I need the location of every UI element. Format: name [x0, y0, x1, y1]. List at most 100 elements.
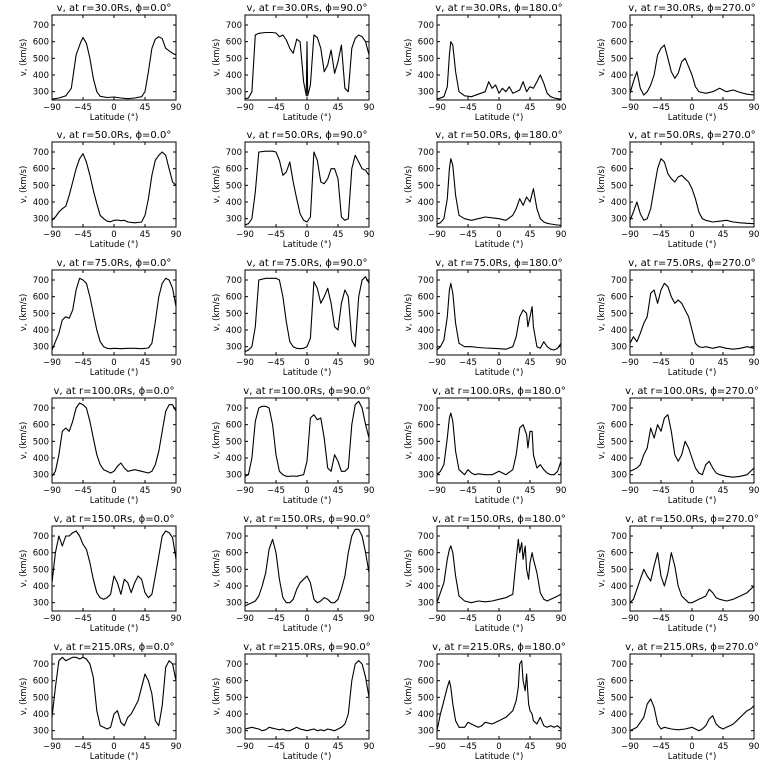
- y-tick-label: 300: [33, 343, 49, 353]
- y-tick-label: 700: [33, 148, 49, 158]
- x-tick-label: −90: [236, 103, 254, 113]
- y-axis-label: v, (km/s): [19, 294, 29, 332]
- x-axis-label: Latitude (°): [668, 624, 717, 634]
- x-tick-label: 90: [556, 742, 567, 752]
- x-tick-label: −45: [459, 358, 477, 368]
- panel-title: v, at r=150.0Rs, ϕ=90.0°: [243, 514, 370, 525]
- panel-title: v, at r=215.0Rs, ϕ=90.0°: [243, 642, 370, 653]
- y-tick-label: 600: [418, 38, 434, 48]
- x-tick-label: 90: [749, 614, 760, 624]
- x-axis-label: Latitude (°): [475, 496, 524, 506]
- y-tick-label: 700: [226, 21, 242, 31]
- y-tick-label: 300: [418, 88, 434, 98]
- x-axis-label: Latitude (°): [475, 368, 524, 378]
- chart-panel: v, at r=50.0Rs, ϕ=270.0° 300 400 500 600 700 −…: [597, 130, 759, 250]
- y-tick-label: 600: [418, 421, 434, 431]
- y-tick-label: 300: [418, 727, 434, 737]
- plot-frame: [51, 397, 177, 484]
- velocity-series-line: [436, 412, 562, 476]
- panel-title: v, at r=50.0Rs, ϕ=0.0°: [57, 130, 172, 141]
- x-tick-label: 45: [333, 230, 344, 240]
- velocity-series-line: [51, 530, 177, 600]
- x-tick-label: 90: [556, 358, 567, 368]
- panel-title: v, at r=215.0Rs, ϕ=0.0°: [53, 642, 174, 653]
- y-tick-label: 500: [611, 565, 627, 575]
- y-axis-label: v, (km/s): [19, 39, 29, 77]
- x-tick-label: 90: [749, 103, 760, 113]
- y-tick-label: 600: [611, 421, 627, 431]
- x-tick-label: 90: [364, 230, 375, 240]
- x-tick-label: 90: [171, 230, 182, 240]
- y-tick-label: 700: [226, 404, 242, 414]
- chart-panel: v, at r=30.0Rs, ϕ=180.0° 300 400 500 600 700 −…: [404, 3, 566, 123]
- x-tick-label: −90: [621, 742, 639, 752]
- plot-frame: [629, 14, 755, 101]
- x-tick-label: −45: [74, 103, 92, 113]
- y-tick-label: 500: [418, 437, 434, 447]
- x-tick-label: −45: [74, 358, 92, 368]
- x-tick-label: −90: [43, 358, 61, 368]
- x-tick-label: −90: [621, 614, 639, 624]
- plot-frame: [51, 141, 177, 228]
- velocity-series-line: [436, 41, 562, 100]
- y-axis-label: v, (km/s): [19, 422, 29, 460]
- panel-title: v, at r=150.0Rs, ϕ=180.0°: [432, 514, 566, 525]
- y-tick-label: 500: [226, 565, 242, 575]
- velocity-series-line: [629, 158, 755, 225]
- x-tick-label: 0: [111, 614, 116, 624]
- plot-frame: [51, 525, 177, 612]
- y-tick-label: 700: [226, 532, 242, 542]
- y-axis-label: v, (km/s): [212, 39, 222, 77]
- velocity-series-line: [436, 282, 562, 351]
- plot-frame: [51, 269, 177, 356]
- x-tick-label: −90: [236, 486, 254, 496]
- x-tick-label: −45: [652, 614, 670, 624]
- y-tick-label: 700: [33, 532, 49, 542]
- x-tick-label: 0: [304, 103, 309, 113]
- y-tick-label: 400: [418, 326, 434, 336]
- y-tick-label: 700: [418, 21, 434, 31]
- y-tick-label: 400: [33, 326, 49, 336]
- y-tick-label: 700: [418, 276, 434, 286]
- x-axis-label: Latitude (°): [668, 496, 717, 506]
- x-tick-label: 0: [496, 358, 501, 368]
- y-tick-label: 300: [418, 215, 434, 225]
- y-axis-label: v, (km/s): [597, 166, 607, 204]
- panel-title: v, at r=150.0Rs, ϕ=0.0°: [53, 514, 174, 525]
- y-tick-label: 400: [33, 582, 49, 592]
- x-tick-label: 90: [171, 742, 182, 752]
- y-tick-label: 500: [611, 54, 627, 64]
- y-tick-label: 300: [226, 343, 242, 353]
- y-tick-label: 400: [33, 454, 49, 464]
- x-tick-label: 90: [171, 614, 182, 624]
- panel-title: v, at r=75.0Rs, ϕ=180.0°: [435, 258, 562, 269]
- x-axis-label: Latitude (°): [90, 113, 139, 123]
- y-tick-label: 600: [611, 677, 627, 687]
- plot-frame: [436, 525, 562, 612]
- x-tick-label: −45: [459, 103, 477, 113]
- y-tick-label: 400: [611, 198, 627, 208]
- x-tick-label: −90: [428, 614, 446, 624]
- y-tick-label: 500: [611, 181, 627, 191]
- x-tick-label: 90: [749, 230, 760, 240]
- y-tick-label: 500: [418, 693, 434, 703]
- x-tick-label: 45: [525, 358, 536, 368]
- plot-frame: [436, 653, 562, 740]
- y-tick-label: 500: [611, 693, 627, 703]
- plot-frame: [436, 14, 562, 101]
- y-tick-label: 400: [226, 454, 242, 464]
- x-axis-label: Latitude (°): [283, 624, 332, 634]
- x-tick-label: 90: [171, 103, 182, 113]
- velocity-series-line: [51, 151, 177, 224]
- y-tick-label: 600: [33, 165, 49, 175]
- x-tick-label: 0: [689, 742, 694, 752]
- x-tick-label: −90: [621, 486, 639, 496]
- x-tick-label: 90: [749, 742, 760, 752]
- chart-panel: v, at r=50.0Rs, ϕ=180.0° 300 400 500 600 700 −…: [404, 130, 566, 250]
- x-tick-label: 45: [333, 742, 344, 752]
- y-tick-label: 700: [226, 276, 242, 286]
- x-tick-label: 0: [304, 614, 309, 624]
- x-tick-label: 0: [111, 103, 116, 113]
- y-tick-label: 300: [226, 215, 242, 225]
- chart-panel: v, at r=50.0Rs, ϕ=0.0° 300 400 500 600 700 −90…: [19, 130, 181, 250]
